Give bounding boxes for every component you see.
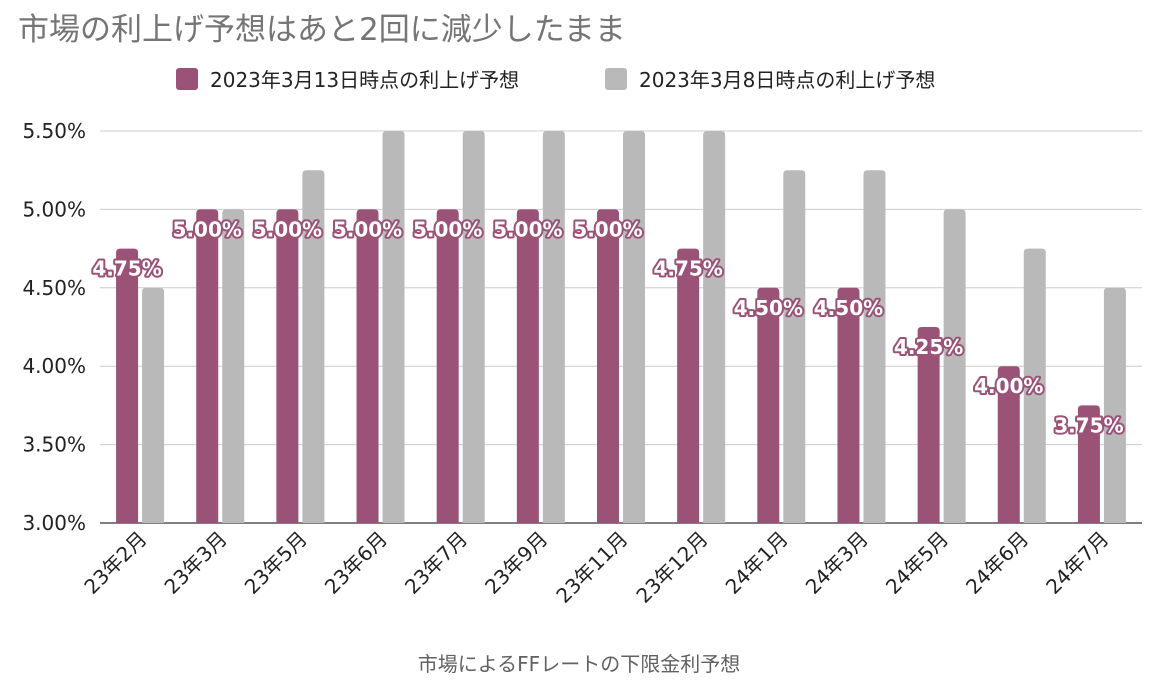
x-tick-label: 23年3月 xyxy=(160,527,232,599)
data-label-series-1: 5.00% xyxy=(573,217,642,241)
x-tick-label: 23年9月 xyxy=(480,527,552,599)
bar-series-2 xyxy=(943,209,966,523)
data-label-series-1: 5.00% xyxy=(413,217,482,241)
x-tick-label: 24年6月 xyxy=(961,527,1033,599)
data-label-series-1: 4.75% xyxy=(92,257,161,281)
x-tick-label: 23年2月 xyxy=(79,527,151,599)
data-label-series-1: 3.75% xyxy=(1054,413,1123,437)
bar-series-2 xyxy=(1023,248,1046,523)
chart-title: 市場の利上げ予想はあと2回に減少したまま xyxy=(18,12,626,48)
bar-series-1 xyxy=(917,327,940,523)
bar-series-1 xyxy=(356,209,379,523)
y-tick-label: 5.00% xyxy=(22,197,86,221)
bar-series-1 xyxy=(116,248,139,523)
y-tick-label: 3.50% xyxy=(22,433,86,457)
bar-series-2 xyxy=(1103,287,1126,523)
y-tick-label: 4.00% xyxy=(22,354,86,378)
bar-series-1 xyxy=(757,287,780,523)
bar-series-2 xyxy=(382,131,405,523)
bar-series-2 xyxy=(542,131,565,523)
bar-series-2 xyxy=(302,170,325,523)
x-axis-title: 市場によるFFレートの下限金利予想 xyxy=(417,652,741,676)
legend-item-series-1[interactable]: 2023年3月13日時点の利上げ予想 xyxy=(176,64,519,93)
bar-series-2 xyxy=(703,131,726,523)
bar-series-1 xyxy=(1077,405,1100,523)
legend: 2023年3月13日時点の利上げ予想 2023年3月8日時点の利上げ予想 xyxy=(0,64,1158,98)
bar-series-1 xyxy=(677,248,700,523)
data-label-series-1: 5.00% xyxy=(493,217,562,241)
bar-series-2 xyxy=(623,131,645,523)
data-label-series-1: 4.75% xyxy=(653,257,722,281)
bar-series-2 xyxy=(462,131,485,523)
x-tick-label: 23年12月 xyxy=(631,527,712,608)
y-tick-label: 5.50% xyxy=(22,119,86,143)
y-tick-label: 4.50% xyxy=(22,276,86,300)
legend-label-series-2: 2023年3月8日時点の利上げ予想 xyxy=(639,68,936,92)
data-label-series-1: 4.25% xyxy=(894,335,963,359)
bar-series-2 xyxy=(863,170,886,523)
legend-swatch-series-2 xyxy=(605,67,627,90)
bar-series-1 xyxy=(837,287,860,523)
bar-series-1 xyxy=(516,209,539,523)
bar-series-1 xyxy=(597,209,619,523)
y-tick-label: 3.00% xyxy=(22,511,86,535)
x-tick-label: 23年5月 xyxy=(240,527,312,599)
x-tick-label: 23年11月 xyxy=(551,527,632,608)
legend-label-series-1: 2023年3月13日時点の利上げ予想 xyxy=(210,68,520,92)
x-tick-label: 24年7月 xyxy=(1041,527,1113,599)
x-tick-label: 24年5月 xyxy=(881,527,953,599)
bar-series-2 xyxy=(783,170,806,523)
x-tick-label: 24年1月 xyxy=(721,527,793,599)
data-label-series-1: 4.50% xyxy=(734,296,803,320)
bar-series-1 xyxy=(436,209,459,523)
bar-series-1 xyxy=(276,209,299,523)
bar-series-1 xyxy=(196,209,219,523)
x-tick-label: 23年7月 xyxy=(400,527,472,599)
bar-series-1 xyxy=(997,366,1020,523)
data-label-series-1: 4.50% xyxy=(814,296,883,320)
data-label-series-1: 4.00% xyxy=(974,374,1043,398)
legend-item-series-2[interactable]: 2023年3月8日時点の利上げ予想 xyxy=(605,64,935,93)
x-tick-label: 23年6月 xyxy=(320,527,392,599)
data-label-series-1: 5.00% xyxy=(173,217,242,241)
bar-series-2 xyxy=(222,209,245,523)
data-label-series-1: 5.00% xyxy=(333,217,402,241)
data-label-series-1: 5.00% xyxy=(253,217,322,241)
legend-swatch-series-1 xyxy=(176,67,198,90)
x-tick-label: 24年3月 xyxy=(801,527,873,599)
bar-series-2 xyxy=(142,287,165,523)
